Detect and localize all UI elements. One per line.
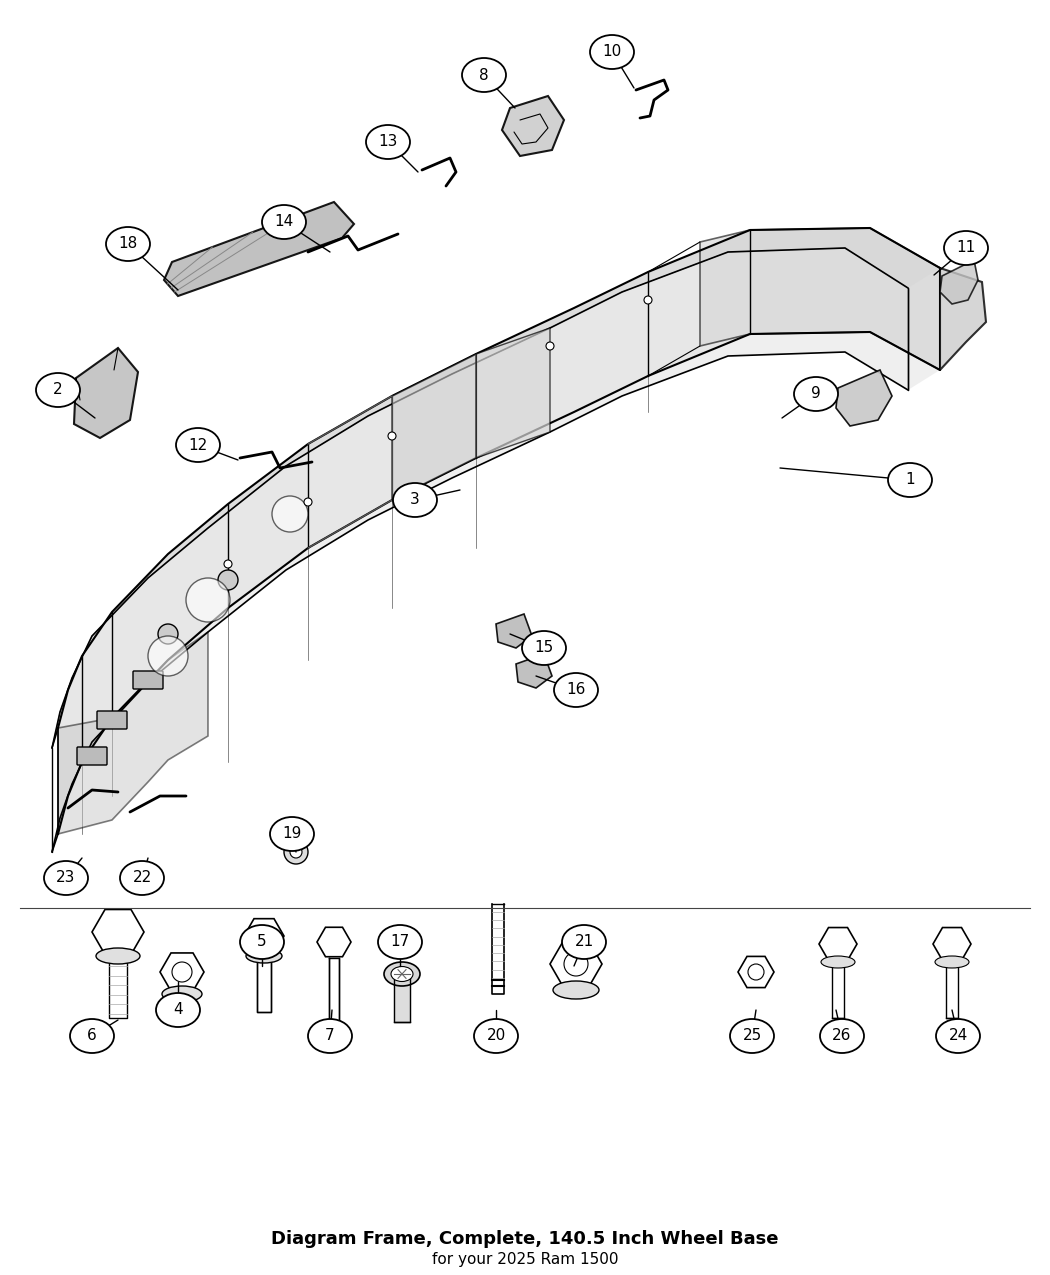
Ellipse shape <box>820 1019 864 1053</box>
Ellipse shape <box>730 1019 774 1053</box>
Text: 17: 17 <box>391 935 410 950</box>
Ellipse shape <box>562 924 606 959</box>
Circle shape <box>158 623 179 644</box>
Text: 9: 9 <box>811 386 821 402</box>
Ellipse shape <box>794 377 838 411</box>
Ellipse shape <box>120 861 164 895</box>
Polygon shape <box>700 228 940 370</box>
Text: 16: 16 <box>566 682 586 697</box>
Ellipse shape <box>176 428 220 462</box>
Polygon shape <box>476 328 550 458</box>
Circle shape <box>224 560 232 567</box>
Ellipse shape <box>554 673 598 708</box>
Polygon shape <box>164 201 354 296</box>
Polygon shape <box>496 615 532 648</box>
Circle shape <box>546 342 554 351</box>
Ellipse shape <box>70 1019 114 1053</box>
Polygon shape <box>836 370 892 426</box>
Text: 20: 20 <box>486 1029 506 1043</box>
Ellipse shape <box>391 966 413 982</box>
Text: 22: 22 <box>132 871 151 886</box>
Circle shape <box>304 499 312 506</box>
Ellipse shape <box>462 57 506 92</box>
Text: 18: 18 <box>119 236 138 251</box>
Text: 3: 3 <box>411 492 420 507</box>
Circle shape <box>644 296 652 303</box>
Ellipse shape <box>246 949 282 963</box>
Text: 15: 15 <box>534 640 553 655</box>
Polygon shape <box>74 348 138 439</box>
Ellipse shape <box>590 34 634 69</box>
Polygon shape <box>940 268 986 370</box>
Ellipse shape <box>553 980 598 1000</box>
Ellipse shape <box>262 205 306 238</box>
Text: 24: 24 <box>948 1029 968 1043</box>
Circle shape <box>272 496 308 532</box>
Text: 14: 14 <box>274 214 294 230</box>
Ellipse shape <box>162 986 202 1002</box>
Ellipse shape <box>393 483 437 516</box>
Circle shape <box>748 964 764 980</box>
Circle shape <box>172 963 192 982</box>
Polygon shape <box>940 260 978 303</box>
FancyBboxPatch shape <box>133 671 163 688</box>
Circle shape <box>148 636 188 676</box>
Ellipse shape <box>366 125 410 159</box>
Ellipse shape <box>474 1019 518 1053</box>
Polygon shape <box>52 228 940 748</box>
Polygon shape <box>52 332 940 852</box>
Ellipse shape <box>944 231 988 265</box>
Text: 1: 1 <box>905 473 915 487</box>
FancyBboxPatch shape <box>77 747 107 765</box>
Text: 4: 4 <box>173 1002 183 1017</box>
Ellipse shape <box>156 993 200 1026</box>
Polygon shape <box>392 354 476 500</box>
Ellipse shape <box>378 924 422 959</box>
Text: 5: 5 <box>257 935 267 950</box>
Text: Diagram Frame, Complete, 140.5 Inch Wheel Base: Diagram Frame, Complete, 140.5 Inch Whee… <box>271 1230 779 1248</box>
Ellipse shape <box>384 963 420 986</box>
Ellipse shape <box>240 924 284 959</box>
Polygon shape <box>58 632 208 834</box>
Ellipse shape <box>270 817 314 850</box>
Ellipse shape <box>934 956 969 968</box>
Circle shape <box>388 432 396 440</box>
Text: 23: 23 <box>57 871 76 886</box>
Text: 11: 11 <box>957 241 975 255</box>
Text: 13: 13 <box>378 134 398 149</box>
Text: 21: 21 <box>574 935 593 950</box>
Ellipse shape <box>821 956 855 968</box>
Text: 26: 26 <box>833 1029 852 1043</box>
Text: 7: 7 <box>326 1029 335 1043</box>
Text: 2: 2 <box>54 382 63 398</box>
Circle shape <box>290 847 302 858</box>
Text: 19: 19 <box>282 826 301 842</box>
Circle shape <box>284 840 308 864</box>
Text: 6: 6 <box>87 1029 97 1043</box>
Ellipse shape <box>96 949 140 964</box>
Polygon shape <box>58 228 940 834</box>
Ellipse shape <box>308 1019 352 1053</box>
Ellipse shape <box>106 227 150 261</box>
Circle shape <box>564 952 588 975</box>
Ellipse shape <box>936 1019 980 1053</box>
Text: 8: 8 <box>479 68 489 83</box>
Ellipse shape <box>888 463 932 497</box>
Text: 10: 10 <box>603 45 622 60</box>
Ellipse shape <box>522 631 566 666</box>
Ellipse shape <box>44 861 88 895</box>
Text: 12: 12 <box>188 437 208 453</box>
FancyBboxPatch shape <box>97 711 127 729</box>
Polygon shape <box>516 654 552 689</box>
Polygon shape <box>502 96 564 156</box>
Circle shape <box>186 578 230 622</box>
Ellipse shape <box>36 374 80 407</box>
Circle shape <box>218 570 238 590</box>
Text: 25: 25 <box>742 1029 761 1043</box>
Text: for your 2025 Ram 1500: for your 2025 Ram 1500 <box>432 1252 618 1267</box>
